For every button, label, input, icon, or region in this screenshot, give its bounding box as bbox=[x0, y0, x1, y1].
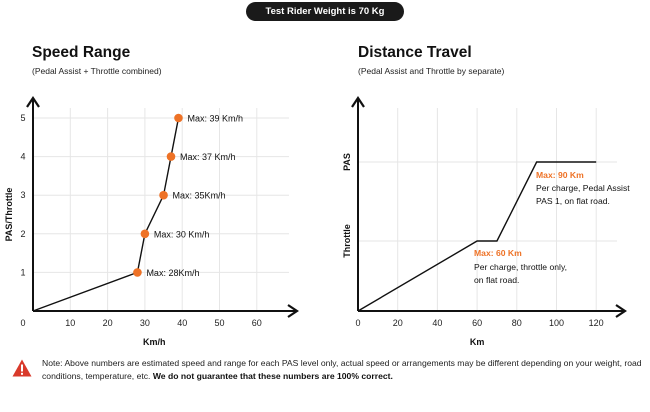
distance-x-tick-label: 60 bbox=[472, 318, 482, 328]
speed-data-point bbox=[133, 268, 142, 277]
disclaimer-text: Note: Above numbers are estimated speed … bbox=[42, 357, 642, 382]
speed-data-point bbox=[159, 190, 168, 200]
speed-data-point bbox=[174, 113, 183, 123]
distance-x-tick-label: 40 bbox=[432, 318, 442, 328]
distance-y-axis-arrow bbox=[351, 96, 365, 108]
annotation-throttle-line: Per charge, throttle only, bbox=[474, 262, 567, 272]
speed-chart-title: Speed Range bbox=[32, 44, 131, 61]
speed-series-line bbox=[32, 117, 180, 312]
distance-x-axis-arrow bbox=[615, 304, 627, 318]
speed-y-tick-label: 1 bbox=[20, 267, 25, 277]
distance-series-line bbox=[357, 161, 597, 312]
speed-data-label: Max: 37 Km/h bbox=[180, 152, 236, 162]
speed-x-tick-label: 0 bbox=[20, 318, 25, 328]
distance-x-tick-label: 20 bbox=[393, 318, 403, 328]
distance-x-tick-label: 80 bbox=[512, 318, 522, 328]
speed-y-axis-title: PAS/Throttle bbox=[4, 188, 14, 242]
speed-x-tick-label: 50 bbox=[214, 318, 224, 328]
distance-x-tick-label: 100 bbox=[549, 318, 564, 328]
speed-x-tick-label: 60 bbox=[252, 318, 262, 328]
test-rider-weight-badge: Test Rider Weight is 70 Kg bbox=[246, 2, 404, 21]
annotation-throttle-line: on flat road. bbox=[474, 275, 519, 285]
distance-y-category-label: Throttle bbox=[342, 224, 352, 258]
speed-data-point bbox=[140, 229, 150, 239]
speed-x-tick-label: 30 bbox=[140, 318, 150, 328]
annotation-throttle-title: Max: 60 Km bbox=[474, 248, 522, 258]
annotation-pas-line: PAS 1, on flat road. bbox=[536, 196, 610, 206]
speed-x-axis-arrow bbox=[287, 304, 299, 318]
speed-x-axis-title: Km/h bbox=[143, 337, 166, 347]
speed-data-label: Max: 28Km/h bbox=[146, 268, 199, 278]
speed-data-label: Max: 39 Km/h bbox=[187, 114, 243, 124]
speed-data-label: Max: 30 Km/h bbox=[154, 229, 210, 239]
speed-x-tick-label: 40 bbox=[177, 318, 187, 328]
speed-y-axis-arrow bbox=[26, 96, 40, 108]
speed-data-label: Max: 35Km/h bbox=[173, 191, 226, 201]
disclaimer-body: Note: Above numbers are estimated speed … bbox=[42, 358, 642, 381]
speed-x-tick-label: 10 bbox=[65, 318, 75, 328]
warning-icon bbox=[12, 359, 32, 377]
annotation-pas-line: Per charge, Pedal Assist bbox=[536, 183, 630, 193]
distance-x-tick-label: 0 bbox=[355, 318, 360, 328]
speed-y-tick-label: 3 bbox=[20, 190, 25, 200]
speed-y-tick-label: 5 bbox=[20, 113, 25, 123]
speed-data-point bbox=[166, 152, 176, 161]
speed-x-tick-label: 20 bbox=[103, 318, 113, 328]
annotation-pas-title: Max: 90 Km bbox=[536, 170, 584, 180]
distance-y-category-label: PAS bbox=[342, 153, 352, 171]
distance-x-axis-title: Km bbox=[470, 337, 485, 347]
speed-chart-subtitle: (Pedal Assist + Throttle combined) bbox=[32, 66, 162, 76]
distance-x-tick-label: 120 bbox=[589, 318, 604, 328]
speed-y-tick-label: 2 bbox=[20, 229, 25, 239]
distance-chart-subtitle: (Pedal Assist and Throttle by separate) bbox=[358, 66, 505, 76]
distance-chart-title: Distance Travel bbox=[358, 44, 472, 61]
disclaimer-bold: We do not guarantee that these numbers a… bbox=[152, 370, 393, 381]
speed-y-tick-label: 4 bbox=[20, 152, 25, 162]
